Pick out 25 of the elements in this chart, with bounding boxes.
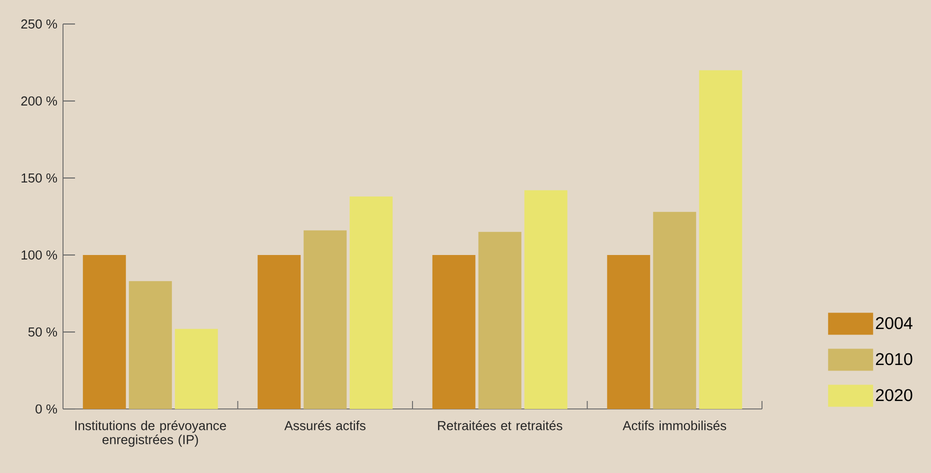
- x-tick-label: Retraitées et retraités: [438, 420, 562, 430]
- bar: [653, 212, 696, 409]
- bar: [607, 254, 650, 409]
- x-tick-label: Assurés actifs: [284, 420, 366, 430]
- y-tick-label: 0 %: [36, 404, 58, 414]
- bar: [258, 254, 301, 409]
- bar: [350, 196, 393, 409]
- bar: [478, 232, 522, 409]
- legend-label: 2020: [876, 389, 912, 402]
- legend-label: 2004: [876, 317, 912, 330]
- y-tick-label: 150 %: [22, 173, 58, 183]
- legend-label: 2010: [876, 353, 912, 366]
- bar: [174, 328, 218, 409]
- bar: [699, 70, 742, 409]
- bar: [82, 254, 126, 409]
- x-tick-label: Institutions de prévoyance enregistrées (IP): [75, 420, 226, 447]
- y-tick-label: 100 %: [22, 250, 58, 260]
- y-tick-label: 50 %: [28, 327, 58, 337]
- bar: [128, 281, 172, 409]
- y-tick-label: 200 %: [21, 96, 58, 106]
- x-tick-label: Actifs immobilisés: [622, 420, 726, 430]
- bar: [304, 230, 347, 409]
- y-tick-label: 250 %: [21, 19, 58, 29]
- bar: [432, 254, 476, 409]
- bar: [524, 190, 568, 409]
